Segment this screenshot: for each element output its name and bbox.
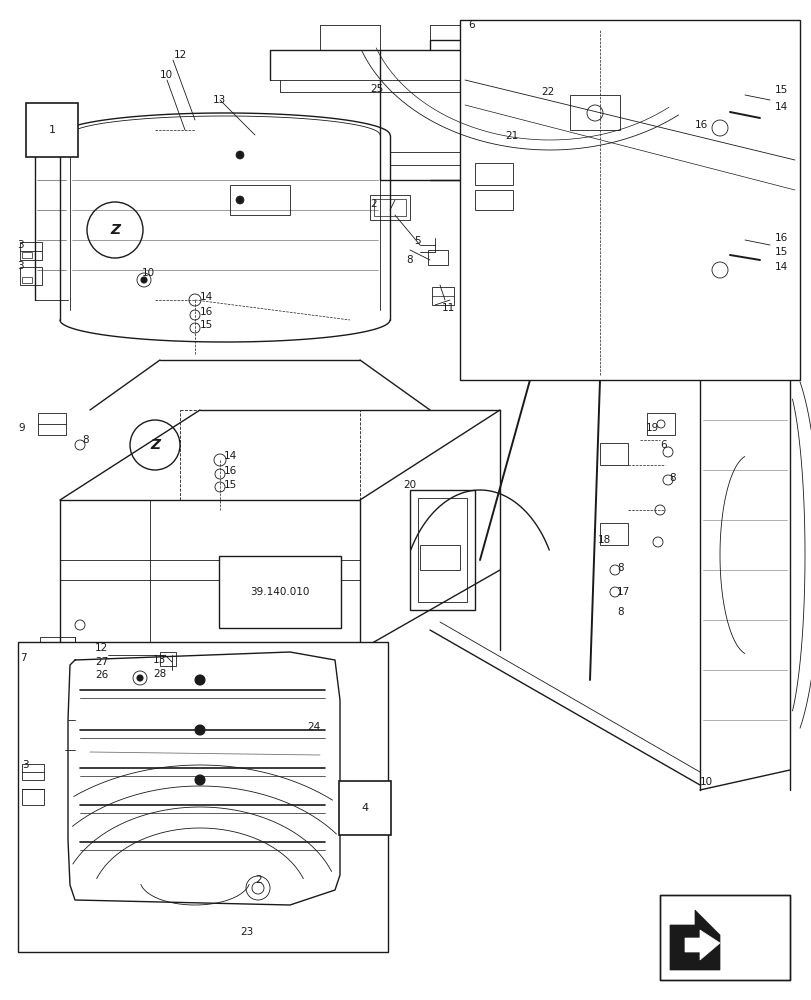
Bar xyxy=(160,652,176,666)
Bar xyxy=(22,277,32,283)
Text: 14: 14 xyxy=(774,102,787,112)
Circle shape xyxy=(236,151,243,159)
Text: 12: 12 xyxy=(174,50,187,60)
Bar xyxy=(474,190,513,210)
Text: 20: 20 xyxy=(402,480,415,490)
Text: 10: 10 xyxy=(160,70,173,80)
Text: Z: Z xyxy=(150,438,160,452)
Text: 3: 3 xyxy=(17,240,24,250)
Text: 3: 3 xyxy=(22,760,28,770)
Text: 19: 19 xyxy=(646,423,659,433)
Text: 26: 26 xyxy=(95,670,108,680)
Bar xyxy=(599,443,627,465)
Bar xyxy=(569,95,620,130)
Text: 10: 10 xyxy=(699,777,712,787)
Bar xyxy=(22,764,44,780)
Text: 10: 10 xyxy=(142,268,155,278)
Bar xyxy=(646,413,674,435)
Bar xyxy=(22,252,32,258)
Text: 9: 9 xyxy=(18,423,24,433)
Text: 16: 16 xyxy=(200,307,213,317)
Text: 2: 2 xyxy=(370,199,376,209)
Bar xyxy=(230,185,290,215)
Text: 25: 25 xyxy=(370,84,383,94)
Text: 3: 3 xyxy=(17,261,24,271)
Text: 8: 8 xyxy=(668,473,675,483)
Text: 2: 2 xyxy=(255,875,261,885)
Text: 24: 24 xyxy=(307,722,320,732)
Bar xyxy=(20,267,42,285)
Circle shape xyxy=(195,775,204,785)
Text: 7: 7 xyxy=(20,653,27,663)
Text: 16: 16 xyxy=(774,233,787,243)
Circle shape xyxy=(195,675,204,685)
Circle shape xyxy=(195,725,204,735)
Bar xyxy=(474,163,513,185)
Bar xyxy=(374,199,406,216)
Bar xyxy=(20,242,42,260)
Text: 8: 8 xyxy=(82,435,88,445)
Text: 14: 14 xyxy=(224,451,237,461)
Text: 8: 8 xyxy=(616,563,623,573)
Polygon shape xyxy=(684,930,719,960)
Text: 28: 28 xyxy=(152,669,166,679)
Text: 5: 5 xyxy=(414,236,420,246)
Text: 6: 6 xyxy=(467,20,474,30)
Text: 6: 6 xyxy=(659,440,666,450)
Text: 13: 13 xyxy=(212,95,226,105)
Text: 1: 1 xyxy=(49,125,55,135)
Text: 8: 8 xyxy=(616,607,623,617)
Text: 15: 15 xyxy=(774,247,787,257)
Circle shape xyxy=(236,196,243,204)
Text: 15: 15 xyxy=(224,480,237,490)
Bar xyxy=(427,250,448,265)
Bar xyxy=(418,498,466,602)
Text: 18: 18 xyxy=(597,535,611,545)
Text: 8: 8 xyxy=(406,255,412,265)
Bar xyxy=(18,642,388,952)
Text: 27: 27 xyxy=(95,657,108,667)
Polygon shape xyxy=(669,910,719,970)
Text: 14: 14 xyxy=(200,292,213,302)
Text: 13: 13 xyxy=(152,655,166,665)
Circle shape xyxy=(137,675,143,681)
Text: 23: 23 xyxy=(240,927,253,937)
Text: 16: 16 xyxy=(224,466,237,476)
Bar xyxy=(38,413,66,435)
Text: 11: 11 xyxy=(441,303,455,313)
Circle shape xyxy=(141,277,147,283)
Text: 15: 15 xyxy=(774,85,787,95)
Bar xyxy=(40,637,75,665)
Bar xyxy=(599,523,627,545)
Bar xyxy=(410,490,474,610)
Bar xyxy=(431,287,453,305)
Text: 39.140.010: 39.140.010 xyxy=(250,587,309,597)
Text: Z: Z xyxy=(109,223,120,237)
Text: 14: 14 xyxy=(774,262,787,272)
Text: 15: 15 xyxy=(200,320,213,330)
Text: 4: 4 xyxy=(361,803,368,813)
Text: 22: 22 xyxy=(540,87,554,97)
Text: 17: 17 xyxy=(616,587,629,597)
Text: 12: 12 xyxy=(95,643,108,653)
Text: 16: 16 xyxy=(694,120,707,130)
Bar xyxy=(22,789,44,805)
Bar xyxy=(370,195,410,220)
Text: 21: 21 xyxy=(504,131,517,141)
Bar xyxy=(460,20,799,380)
Bar xyxy=(659,895,789,980)
Bar xyxy=(419,545,460,570)
